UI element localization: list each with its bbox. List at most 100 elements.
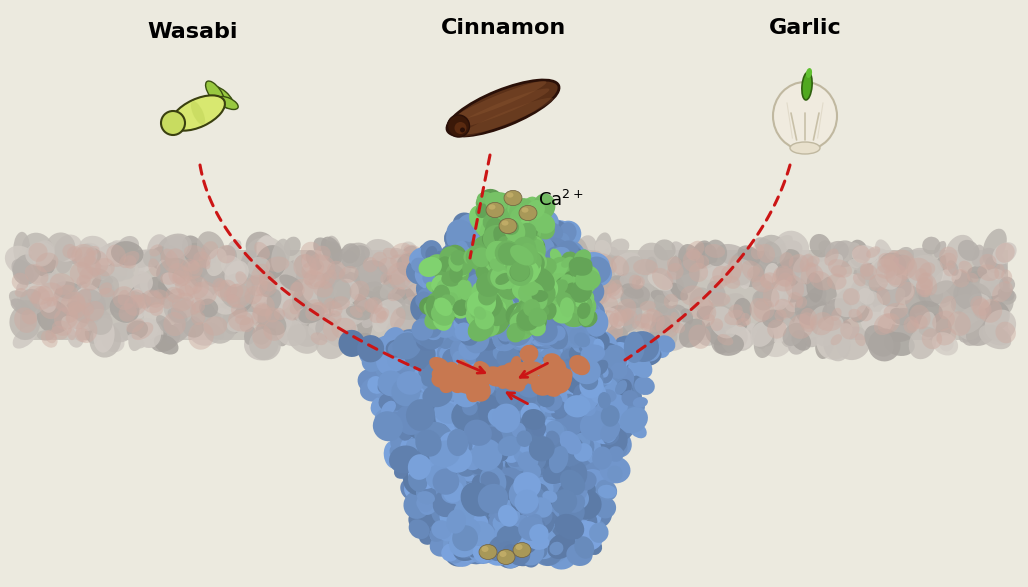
Ellipse shape <box>457 392 485 420</box>
Ellipse shape <box>550 264 571 283</box>
Ellipse shape <box>507 369 527 382</box>
Ellipse shape <box>536 447 552 465</box>
Ellipse shape <box>787 335 807 355</box>
Ellipse shape <box>543 338 560 361</box>
Ellipse shape <box>442 274 465 288</box>
Ellipse shape <box>494 527 525 548</box>
Ellipse shape <box>466 376 484 390</box>
Ellipse shape <box>476 510 497 530</box>
Ellipse shape <box>609 309 627 328</box>
Ellipse shape <box>245 286 262 305</box>
Ellipse shape <box>579 447 594 460</box>
Ellipse shape <box>492 397 516 423</box>
Ellipse shape <box>399 387 418 407</box>
Ellipse shape <box>305 250 322 270</box>
Ellipse shape <box>554 276 575 298</box>
Ellipse shape <box>551 410 565 427</box>
Ellipse shape <box>393 402 419 429</box>
Ellipse shape <box>400 351 429 381</box>
Ellipse shape <box>144 304 168 323</box>
Ellipse shape <box>447 291 467 310</box>
Ellipse shape <box>765 321 779 338</box>
Ellipse shape <box>587 312 604 332</box>
Ellipse shape <box>576 383 607 414</box>
Ellipse shape <box>519 535 536 553</box>
Ellipse shape <box>498 292 520 315</box>
Ellipse shape <box>336 289 359 306</box>
Ellipse shape <box>398 373 423 398</box>
Ellipse shape <box>444 367 468 384</box>
Ellipse shape <box>539 366 551 379</box>
Ellipse shape <box>443 480 464 502</box>
Ellipse shape <box>485 468 505 490</box>
Ellipse shape <box>904 316 919 333</box>
Ellipse shape <box>436 357 466 390</box>
Ellipse shape <box>585 251 602 264</box>
Ellipse shape <box>471 501 493 524</box>
Ellipse shape <box>499 411 520 430</box>
Ellipse shape <box>535 397 549 417</box>
Ellipse shape <box>544 220 570 247</box>
Ellipse shape <box>304 271 325 289</box>
Ellipse shape <box>479 501 492 517</box>
Ellipse shape <box>469 251 498 278</box>
Ellipse shape <box>558 370 588 397</box>
Ellipse shape <box>430 406 454 432</box>
Ellipse shape <box>608 465 623 482</box>
Ellipse shape <box>292 255 309 288</box>
Ellipse shape <box>488 400 502 415</box>
Ellipse shape <box>555 546 571 562</box>
Ellipse shape <box>377 336 389 352</box>
Ellipse shape <box>545 293 566 313</box>
Ellipse shape <box>530 318 548 336</box>
Ellipse shape <box>149 244 162 257</box>
Ellipse shape <box>467 295 487 318</box>
Ellipse shape <box>514 490 539 514</box>
Ellipse shape <box>519 330 549 360</box>
Ellipse shape <box>162 272 191 298</box>
Ellipse shape <box>383 274 405 289</box>
Ellipse shape <box>510 471 525 488</box>
Ellipse shape <box>456 535 471 549</box>
Ellipse shape <box>457 420 478 441</box>
Ellipse shape <box>516 529 533 546</box>
Ellipse shape <box>462 481 488 509</box>
Ellipse shape <box>518 227 535 243</box>
Ellipse shape <box>249 264 267 283</box>
Ellipse shape <box>947 254 961 279</box>
Ellipse shape <box>520 438 535 453</box>
Ellipse shape <box>504 485 534 512</box>
Ellipse shape <box>568 391 588 409</box>
Ellipse shape <box>117 236 139 257</box>
Ellipse shape <box>523 316 538 332</box>
Ellipse shape <box>466 328 483 347</box>
Ellipse shape <box>441 298 464 322</box>
Ellipse shape <box>117 290 130 305</box>
Ellipse shape <box>575 269 600 291</box>
Ellipse shape <box>500 256 519 276</box>
Ellipse shape <box>481 323 497 338</box>
Ellipse shape <box>556 427 575 445</box>
Ellipse shape <box>513 291 540 316</box>
Ellipse shape <box>465 320 490 349</box>
Ellipse shape <box>480 354 508 382</box>
Ellipse shape <box>552 497 566 513</box>
Ellipse shape <box>418 455 443 475</box>
Ellipse shape <box>543 485 567 504</box>
Ellipse shape <box>408 457 440 489</box>
Ellipse shape <box>544 508 565 529</box>
Ellipse shape <box>478 380 503 404</box>
Ellipse shape <box>464 468 495 494</box>
Ellipse shape <box>498 399 519 420</box>
Ellipse shape <box>480 352 500 373</box>
Ellipse shape <box>816 315 844 346</box>
Ellipse shape <box>591 451 621 481</box>
Ellipse shape <box>464 379 478 394</box>
Ellipse shape <box>451 248 469 272</box>
Ellipse shape <box>507 294 518 307</box>
Ellipse shape <box>534 419 566 452</box>
Ellipse shape <box>505 507 520 524</box>
Ellipse shape <box>915 268 927 283</box>
Ellipse shape <box>455 396 478 420</box>
Ellipse shape <box>520 311 550 339</box>
